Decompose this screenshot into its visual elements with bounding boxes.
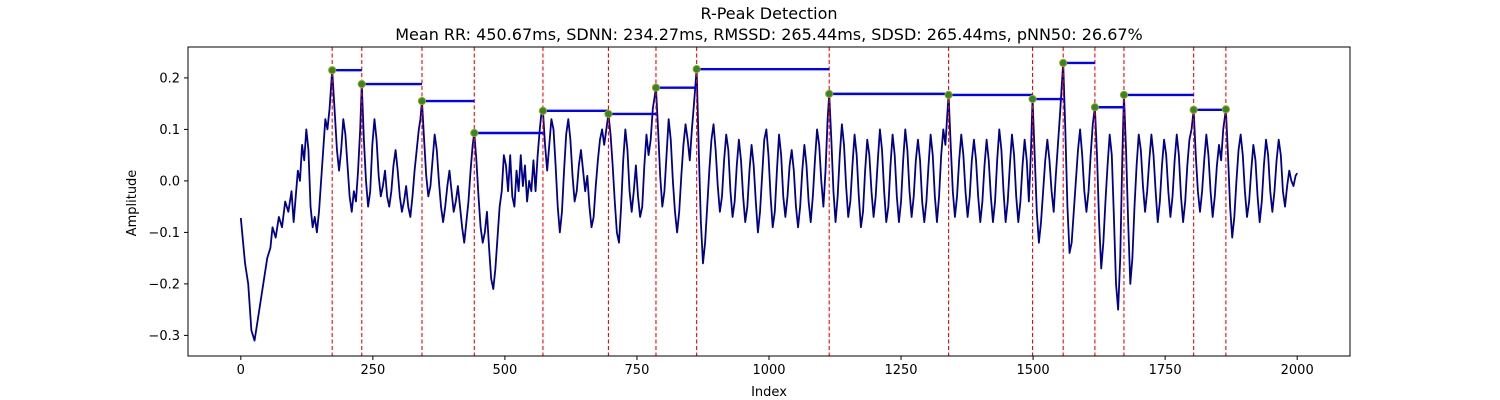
y-axis-label: Amplitude [125,170,140,237]
y-tick-label: 0.1 [159,123,180,138]
x-tick-label: 1000 [752,363,785,378]
x-tick-label: 500 [492,363,517,378]
x-tick-label: 0 [237,363,245,378]
peak-marker-4 [470,128,479,138]
peak-marker-16 [1221,105,1230,114]
peak-marker-1 [328,66,337,75]
peak-marker-12 [1059,58,1068,68]
peak-marker-10 [944,90,953,99]
chart-subtitle: Mean RR: 450.67ms, SDNN: 234.27ms, RMSSD… [395,25,1143,44]
peak-marker-2 [357,79,366,89]
peak-marker-3 [417,96,427,106]
x-tick-label: 1500 [1017,363,1050,378]
peak-marker-9 [825,89,834,98]
x-axis-ticks: 0 250 500 750 1000 1250 1500 1750 2000 [237,356,1314,378]
y-axis-ticks: −0.3 −0.2 −0.1 0.0 0.1 0.2 [148,71,188,344]
chart-title: R-Peak Detection [700,4,837,23]
x-tick-label: 1750 [1149,363,1182,378]
x-axis-label: Index [751,385,787,400]
peak-marker-15 [1189,105,1198,114]
peak-marker-14 [1119,90,1129,99]
peak-marker-8 [692,65,701,74]
plot-area [239,47,1298,356]
peak-marker-7 [651,83,661,92]
peak-marker-11 [1028,94,1037,104]
plot-frame [187,46,1351,357]
y-tick-label: 0.0 [159,174,180,189]
x-tick-label: 2000 [1281,363,1314,378]
x-tick-label: 250 [360,363,385,378]
y-tick-label: −0.2 [148,277,180,292]
y-tick-label: −0.1 [148,226,180,241]
y-tick-label: −0.3 [148,329,180,344]
peak-marker-5 [538,106,548,115]
peak-marker-13 [1090,103,1099,112]
x-tick-label: 1250 [884,363,917,378]
y-tick-label: 0.2 [159,71,180,86]
x-tick-label: 750 [625,363,650,378]
peak-marker-6 [604,109,613,119]
signal-line [239,62,1298,342]
